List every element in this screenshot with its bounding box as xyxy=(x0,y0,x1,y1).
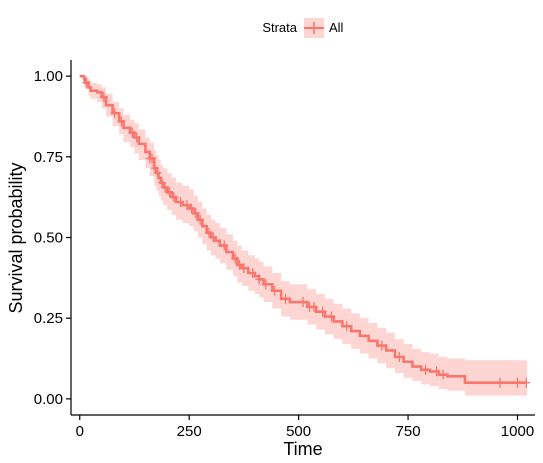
y-tick-label: 1.00 xyxy=(34,68,63,85)
y-axis-title: Survival probability xyxy=(6,162,26,313)
y-tick-label: 0.75 xyxy=(34,149,63,166)
confidence-band xyxy=(79,76,528,396)
confidence-band-layer xyxy=(79,76,528,396)
x-tick-label: 250 xyxy=(177,423,202,440)
y-tick-label: 0.25 xyxy=(34,310,63,327)
x-tick-label: 500 xyxy=(286,423,311,440)
y-tick-label: 0.00 xyxy=(34,391,63,408)
survival-curve-layer xyxy=(79,74,528,385)
censor-marks-layer xyxy=(82,77,531,388)
y-tick-label: 0.50 xyxy=(34,230,63,247)
x-tick-label: 0 xyxy=(76,423,84,440)
legend-entry-all: All xyxy=(329,20,344,35)
x-axis-ticks: 0 250 500 750 1000 xyxy=(76,415,534,440)
x-axis-title: Time xyxy=(283,439,322,459)
survival-curve-all xyxy=(79,74,528,385)
x-tick-label: 1000 xyxy=(501,423,534,440)
legend-title: Strata xyxy=(262,20,297,35)
legend: Strata All xyxy=(262,18,344,38)
y-axis-ticks: 0.00 0.25 0.50 0.75 1.00 xyxy=(34,68,71,408)
x-tick-label: 750 xyxy=(396,423,421,440)
legend-key-all xyxy=(304,18,324,38)
